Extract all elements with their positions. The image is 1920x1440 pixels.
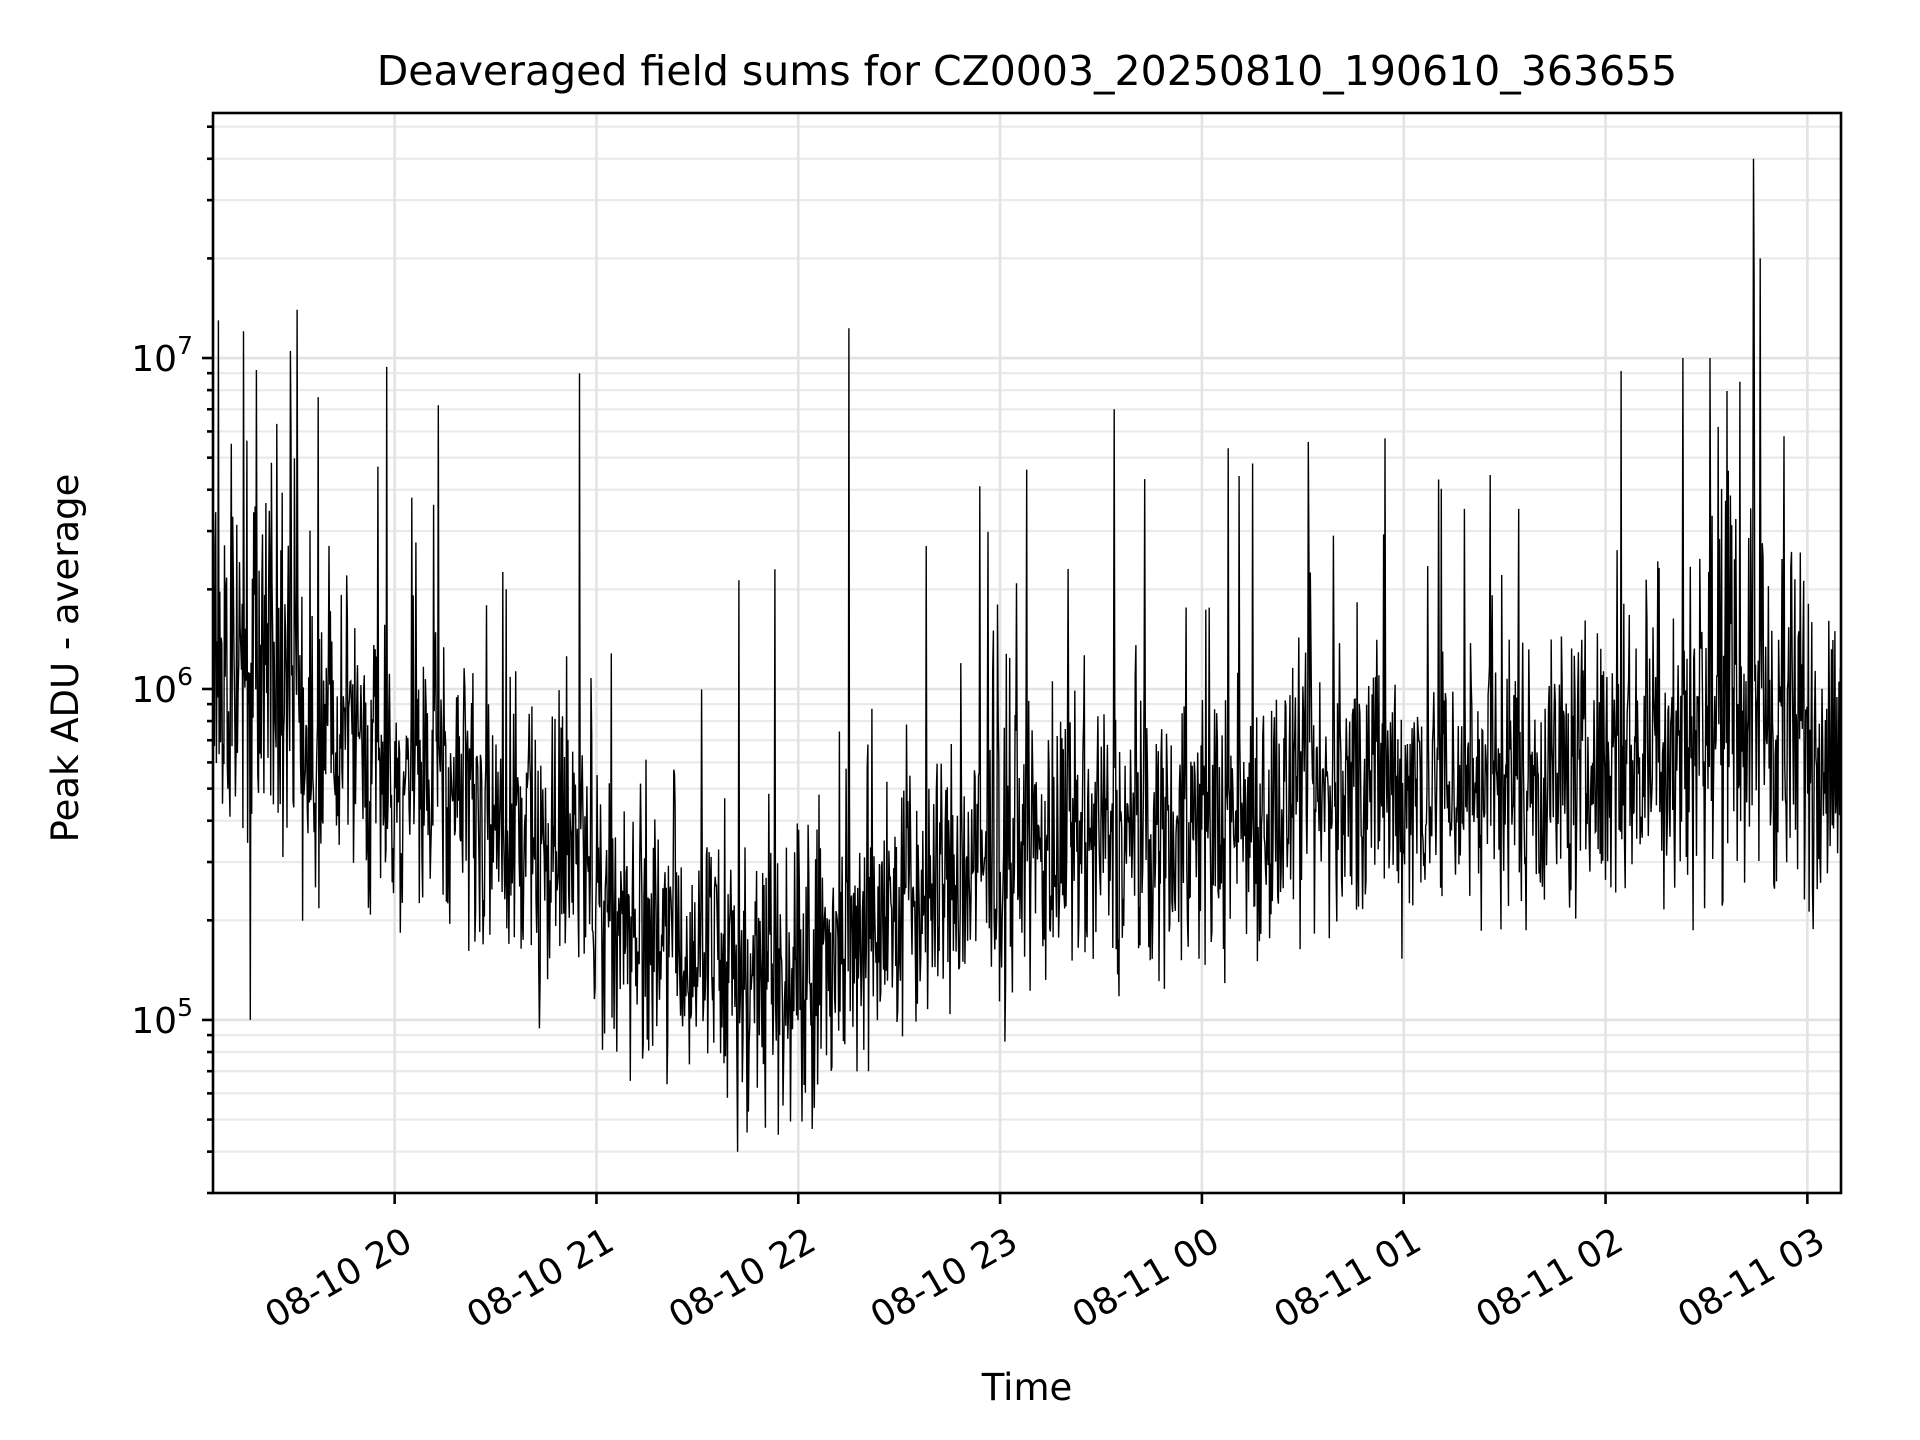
y-tick-base: 10 (131, 339, 177, 380)
plot-area (212, 158, 1842, 1152)
x-tick-label: 08-10 21 (460, 1220, 621, 1336)
x-axis-label: Time (981, 1366, 1073, 1409)
y-tick-label: 106 (131, 662, 193, 711)
x-axis: 08-10 20 08-10 21 08-10 22 08-10 23 08-11 00… (258, 1193, 1832, 1337)
plot-frame (211, 111, 1843, 1195)
x-tick-label: 08-11 00 (1066, 1220, 1227, 1336)
x-tick-label: 08-10 22 (662, 1220, 823, 1336)
y-tick-label: 105 (131, 993, 193, 1042)
y-axis-label: Peak ADU - average (44, 474, 87, 843)
y-tick-base: 10 (131, 670, 177, 711)
y-tick-base: 10 (131, 1001, 177, 1042)
x-tick-label: 08-10 23 (864, 1220, 1025, 1336)
y-tick-exponent: 6 (177, 662, 193, 691)
series-line (212, 158, 1842, 1152)
y-tick-label: 107 (131, 331, 193, 380)
x-tick-label: 08-11 02 (1469, 1220, 1630, 1336)
x-tick-label: 08-11 03 (1671, 1220, 1832, 1336)
y-tick-exponent: 7 (177, 331, 193, 360)
y-tick-exponent: 5 (177, 993, 193, 1022)
x-tick-label: 08-11 01 (1268, 1220, 1429, 1336)
x-tick-label: 08-10 20 (258, 1220, 419, 1336)
chart-title: Deaveraged field sums for CZ0003_2025081… (377, 47, 1678, 95)
